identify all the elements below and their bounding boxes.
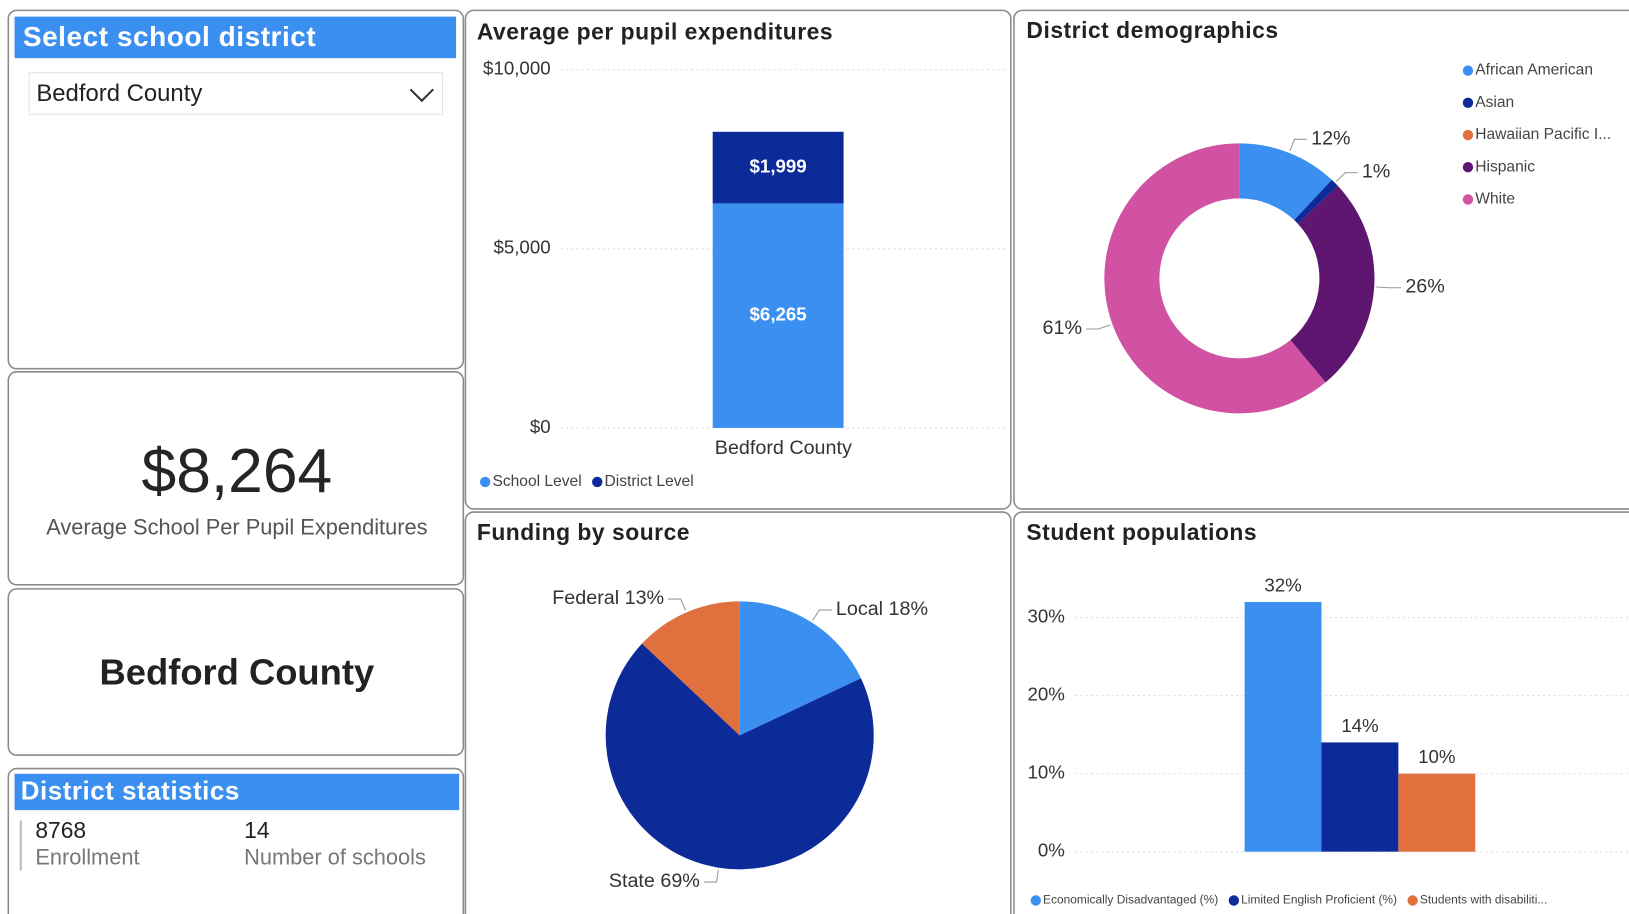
stat-value: 8768 bbox=[35, 817, 86, 843]
data-label: Local 18% bbox=[836, 598, 928, 620]
bar-segment bbox=[712, 131, 844, 204]
data-label: Federal 13% bbox=[552, 587, 664, 609]
data-label: $1,999 bbox=[750, 156, 807, 177]
legend-label: African American bbox=[1475, 62, 1593, 79]
district-card bbox=[7, 588, 465, 756]
legend-label: Hispanic bbox=[1475, 158, 1535, 175]
y-tick-label: $10,000 bbox=[483, 58, 551, 79]
bar-segment bbox=[712, 203, 844, 428]
data-label-value: 1% bbox=[1362, 161, 1391, 183]
kpi-label: Average School Per Pupil Expenditures bbox=[46, 514, 427, 539]
legend-swatch bbox=[1462, 65, 1474, 76]
chart-title: District demographics bbox=[1026, 17, 1278, 43]
donut-slice bbox=[1239, 143, 1332, 221]
leader-line bbox=[1336, 172, 1358, 182]
data-label-value: 18% bbox=[889, 598, 928, 620]
stat-label: Enrollment bbox=[35, 845, 139, 870]
x-tick-label: Bedford County bbox=[715, 437, 852, 459]
kpi-panel bbox=[7, 371, 465, 586]
legend-label: Asian bbox=[1475, 94, 1514, 111]
data-label-value: 12% bbox=[1311, 128, 1350, 150]
data-label: $6,265 bbox=[750, 304, 807, 325]
dropdown-chevron[interactable] bbox=[409, 88, 434, 103]
statistics-header bbox=[14, 773, 460, 811]
donut-slice bbox=[1294, 179, 1338, 224]
filter-panel bbox=[7, 9, 465, 370]
kpi-value: $8,264 bbox=[142, 437, 333, 506]
y-tick-label: 30% bbox=[1027, 605, 1064, 626]
y-tick-label: $5,000 bbox=[493, 237, 550, 258]
legend-label: Economically Disadvantaged (%) bbox=[1043, 893, 1218, 907]
data-label: 61% bbox=[1043, 317, 1082, 339]
data-label-category: Local bbox=[836, 598, 883, 620]
data-label: 1% bbox=[1362, 161, 1391, 183]
leader-line bbox=[1376, 286, 1402, 289]
data-label-category: State bbox=[609, 870, 655, 892]
legend-label: Students with disabiliti... bbox=[1420, 893, 1547, 907]
bar bbox=[1321, 742, 1399, 852]
y-tick-label: 0% bbox=[1038, 840, 1065, 861]
data-label: State 69% bbox=[609, 870, 700, 892]
donut-slice bbox=[1290, 185, 1375, 383]
data-label: 26% bbox=[1405, 276, 1444, 298]
y-tick-label: $0 bbox=[530, 416, 551, 437]
legend-label: Hawaiian Pacific I... bbox=[1475, 126, 1611, 143]
legend-swatch bbox=[1462, 162, 1474, 173]
leader-line bbox=[1289, 138, 1307, 152]
pie-slice bbox=[605, 643, 874, 870]
leader-line bbox=[703, 869, 719, 883]
y-tick-label: 10% bbox=[1027, 762, 1064, 783]
data-label: 12% bbox=[1311, 128, 1350, 150]
chart-title: Student populations bbox=[1026, 519, 1257, 545]
legend-swatch bbox=[1462, 129, 1474, 141]
filter-header bbox=[14, 16, 457, 59]
filter-title: Select school district bbox=[23, 21, 316, 52]
legend-swatch bbox=[1462, 97, 1474, 109]
y-tick-label: 20% bbox=[1027, 684, 1064, 705]
dropdown-value[interactable]: Bedford County bbox=[36, 80, 202, 107]
leader-line bbox=[812, 609, 832, 621]
leader-line bbox=[1086, 324, 1111, 330]
legend-label: White bbox=[1475, 191, 1515, 208]
legend-label: Limited English Proficient (%) bbox=[1241, 893, 1397, 907]
legend-swatch bbox=[1228, 895, 1240, 906]
legend-swatch bbox=[1407, 895, 1418, 906]
legend-swatch bbox=[1030, 895, 1041, 906]
pie-slice bbox=[642, 601, 740, 736]
data-label-value: 61% bbox=[1043, 317, 1082, 339]
statistics-title: District statistics bbox=[21, 775, 240, 805]
data-label: 32% bbox=[1264, 574, 1301, 595]
chart-title: Funding by source bbox=[477, 519, 690, 545]
legend-swatch bbox=[1462, 194, 1474, 205]
data-label-value: 26% bbox=[1405, 276, 1444, 298]
data-label: 10% bbox=[1418, 746, 1455, 767]
stat-label: Number of schools bbox=[244, 845, 426, 870]
dropdown[interactable] bbox=[28, 72, 444, 115]
data-label: 14% bbox=[1341, 715, 1378, 736]
chart-title: Average per pupil expenditures bbox=[477, 18, 833, 44]
data-label-category: Federal bbox=[552, 587, 619, 609]
stat-value: 14 bbox=[244, 817, 270, 843]
legend-swatch bbox=[479, 476, 491, 488]
legend-label: School Level bbox=[492, 473, 581, 490]
bar bbox=[1398, 773, 1476, 852]
data-label-value: 13% bbox=[625, 587, 664, 609]
bar bbox=[1244, 601, 1322, 852]
chart-panel bbox=[1013, 511, 1629, 914]
legend-label: District Level bbox=[605, 473, 694, 490]
district-name: Bedford County bbox=[100, 652, 375, 693]
leader-line bbox=[668, 598, 687, 611]
data-label-value: 69% bbox=[660, 870, 699, 892]
donut-slice bbox=[1104, 143, 1326, 414]
legend-swatch bbox=[592, 476, 603, 488]
pie-slice bbox=[739, 601, 861, 736]
